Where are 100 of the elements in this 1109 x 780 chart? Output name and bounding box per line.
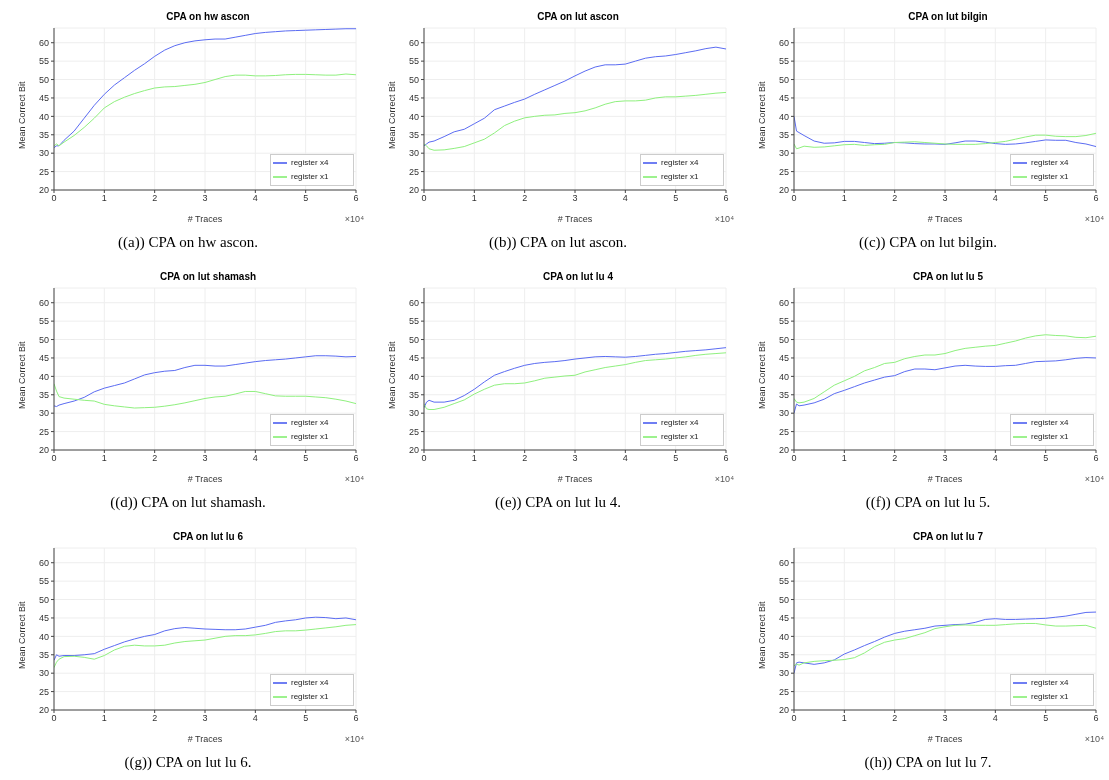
y-tick-label: 55 — [778, 316, 789, 327]
legend-label: register x4 — [291, 158, 329, 168]
x-axis-title: # Traces — [927, 734, 963, 744]
y-tick-label: 40 — [408, 371, 419, 382]
y-axis-title: Mean Correct Bit — [17, 600, 28, 669]
legend-label: register x4 — [661, 418, 699, 428]
chart-title: CPA on lut lu 5 — [913, 271, 984, 282]
legend-label: register x1 — [291, 172, 329, 182]
y-tick-label: 50 — [38, 334, 49, 345]
x-tick-label: 1 — [101, 193, 107, 204]
y-tick-label: 20 — [38, 705, 49, 716]
y-tick-label: 45 — [38, 93, 49, 104]
y-tick-label: 25 — [778, 426, 789, 437]
x-tick-label: 2 — [152, 193, 158, 204]
x-tick-label: 1 — [101, 713, 107, 724]
text: ((b)) CPA on lut ascon. — [487, 234, 629, 251]
y-tick-label: 25 — [778, 166, 789, 177]
y-tick-label: 35 — [778, 649, 789, 660]
text: ((h)) CPA on lut lu 7. — [863, 754, 993, 771]
y-tick-label: 55 — [38, 576, 49, 587]
x-tick-label: 6 — [723, 453, 729, 464]
x-axis-title: # Traces — [927, 214, 963, 224]
x-axis-title: # Traces — [187, 474, 223, 484]
x-tick-label: 6 — [723, 193, 729, 204]
x-tick-label: 4 — [622, 453, 628, 464]
x-tick-label: 1 — [841, 453, 847, 464]
y-tick-label: 45 — [408, 353, 419, 364]
x-axis-title: # Traces — [557, 474, 593, 484]
line-series — [54, 616, 356, 661]
chart-title: CPA on lut bilgin — [908, 11, 988, 22]
x-tick-label: 5 — [1043, 453, 1049, 464]
y-tick-label: 55 — [778, 576, 789, 587]
y-tick-label: 20 — [778, 185, 789, 196]
y-tick-label: 30 — [408, 408, 419, 419]
y-tick-label: 20 — [38, 185, 49, 196]
x-tick-label: 6 — [353, 453, 359, 464]
text: ×10⁴ — [714, 214, 734, 224]
y-tick-label: 60 — [38, 37, 49, 48]
y-axis-title: Mean Correct Bit — [387, 80, 398, 149]
y-tick-label: 55 — [778, 56, 789, 67]
y-tick-label: 35 — [778, 389, 789, 400]
y-tick-label: 45 — [408, 93, 419, 104]
y-tick-label: 30 — [38, 408, 49, 419]
y-axis-title: Mean Correct Bit — [757, 80, 768, 149]
y-axis-title: Mean Correct Bit — [387, 340, 398, 409]
chart-title: CPA on lut lu 4 — [543, 271, 614, 282]
y-tick-label: 30 — [778, 148, 789, 159]
y-tick-label: 45 — [38, 613, 49, 624]
y-tick-label: 60 — [38, 297, 49, 308]
legend-label: register x1 — [291, 432, 329, 442]
line-series — [54, 73, 356, 147]
y-tick-label: 50 — [778, 594, 789, 605]
x-tick-label: 0 — [421, 453, 427, 464]
x-tick-label: 3 — [942, 713, 948, 724]
y-tick-label: 40 — [38, 111, 49, 122]
x-tick-label: 3 — [202, 193, 208, 204]
x-tick-label: 4 — [252, 193, 258, 204]
y-tick-label: 30 — [38, 668, 49, 679]
y-tick-label: 20 — [778, 445, 789, 456]
y-tick-label: 55 — [408, 56, 419, 67]
x-tick-label: 5 — [673, 453, 679, 464]
x-tick-label: 3 — [942, 193, 948, 204]
text: ((g)) CPA on lut lu 6. — [123, 754, 253, 771]
x-tick-label: 1 — [101, 453, 107, 464]
chart-title: CPA on lut shamash — [159, 271, 257, 282]
legend-label: register x4 — [1031, 418, 1069, 428]
y-axis-title: Mean Correct Bit — [17, 80, 28, 149]
x-tick-label: 3 — [572, 453, 578, 464]
x-tick-label: 0 — [51, 713, 57, 724]
y-tick-label: 50 — [778, 334, 789, 345]
text: ((c)) CPA on lut bilgin. — [857, 234, 999, 251]
x-tick-label: 0 — [51, 193, 57, 204]
legend-label: register x4 — [291, 418, 329, 428]
y-tick-label: 35 — [408, 129, 419, 140]
y-tick-label: 50 — [38, 74, 49, 85]
line-series — [794, 132, 1096, 150]
line-series — [54, 355, 356, 408]
y-tick-label: 60 — [778, 557, 789, 568]
y-tick-label: 60 — [778, 37, 789, 48]
y-tick-label: 45 — [778, 353, 789, 364]
y-tick-label: 60 — [408, 297, 419, 308]
text: ×10⁴ — [714, 474, 734, 484]
x-tick-label: 5 — [673, 193, 679, 204]
y-tick-label: 20 — [408, 445, 419, 456]
x-tick-label: 4 — [252, 713, 258, 724]
y-tick-label: 55 — [38, 56, 49, 67]
x-tick-label: 3 — [202, 713, 208, 724]
y-axis-title: Mean Correct Bit — [17, 340, 28, 409]
text: ×10⁴ — [344, 214, 364, 224]
text: ×10⁴ — [344, 734, 364, 744]
x-tick-label: 3 — [572, 193, 578, 204]
y-tick-label: 40 — [778, 111, 789, 122]
chart-title: CPA on lut ascon — [537, 11, 619, 22]
x-tick-label: 2 — [892, 193, 898, 204]
y-tick-label: 30 — [778, 668, 789, 679]
line-series — [54, 383, 356, 409]
line-series — [794, 622, 1096, 667]
y-tick-label: 55 — [38, 316, 49, 327]
y-tick-label: 35 — [38, 389, 49, 400]
x-tick-label: 0 — [791, 713, 797, 724]
